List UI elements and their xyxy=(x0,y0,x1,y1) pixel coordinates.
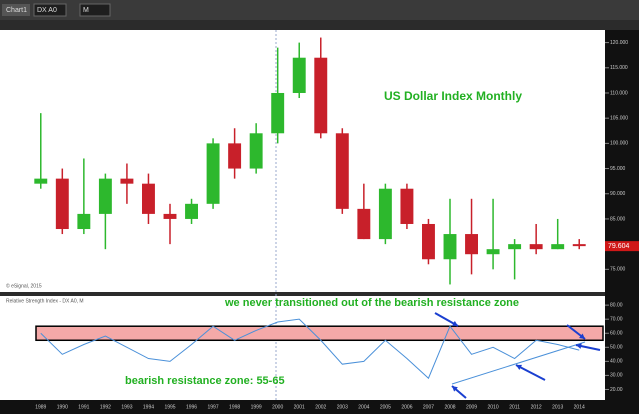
x-tick-label: 1997 xyxy=(208,404,219,410)
x-tick-label: 1991 xyxy=(78,404,89,410)
x-tick-label: 2003 xyxy=(337,404,348,410)
candle-body xyxy=(120,178,134,184)
candle-body xyxy=(77,213,91,230)
x-tick-label: 1989 xyxy=(35,404,46,410)
price-axis xyxy=(605,30,639,400)
window-name: Chart1 xyxy=(6,7,27,14)
x-tick-label: 2007 xyxy=(423,404,434,410)
candle-body xyxy=(335,133,349,209)
y-tick-label: 70.00 xyxy=(610,317,623,323)
resistance-band xyxy=(35,325,604,342)
y-tick-label: 110.000 xyxy=(610,90,628,96)
x-tick-label: 2000 xyxy=(272,404,283,410)
chart-title: US Dollar Index Monthly xyxy=(384,89,522,103)
arrow-head xyxy=(576,343,582,349)
interval-box[interactable] xyxy=(79,3,111,17)
x-tick-label: 2002 xyxy=(315,404,326,410)
x-tick-label: 2014 xyxy=(574,404,585,410)
candle-body xyxy=(357,208,371,240)
x-tick-label: 2005 xyxy=(380,404,391,410)
x-tick-label: 2012 xyxy=(531,404,542,410)
arrow-head xyxy=(516,364,522,370)
trend-line xyxy=(451,341,586,385)
annotation: bearish resistance zone: 55-65 xyxy=(125,375,285,387)
y-tick-label: 20.00 xyxy=(610,387,623,393)
x-tick-label: 1990 xyxy=(57,404,68,410)
candle-body xyxy=(378,188,392,240)
x-tick-label: 1995 xyxy=(164,404,175,410)
rsi-line xyxy=(40,318,580,380)
y-tick-label: 95.000 xyxy=(610,166,626,172)
x-tick-label: 1993 xyxy=(121,404,132,410)
credit: © eSignal, 2015 xyxy=(6,282,42,289)
arrow-head xyxy=(452,386,458,392)
y-tick-label: 30.00 xyxy=(610,373,623,379)
candle-body xyxy=(529,244,543,250)
candle-body xyxy=(486,249,500,255)
y-tick-label: 100.000 xyxy=(610,141,628,147)
candle-body xyxy=(185,203,198,219)
y-tick-label: 90.000 xyxy=(610,191,626,197)
y-tick-label: 115.000 xyxy=(610,65,628,71)
interval: M xyxy=(83,7,89,14)
x-tick-label: 2006 xyxy=(401,404,412,410)
x-tick-label: 2010 xyxy=(488,404,499,410)
candle-body xyxy=(163,213,177,219)
candle-body xyxy=(422,223,435,260)
x-tick-label: 2008 xyxy=(444,404,455,410)
x-tick-label: 1992 xyxy=(100,404,111,410)
y-tick-label: 105.000 xyxy=(610,116,628,122)
candle-body xyxy=(206,143,220,204)
candle-body xyxy=(34,178,48,184)
y-tick-label: 85.000 xyxy=(610,216,626,222)
time-axis xyxy=(0,400,639,414)
x-tick-label: 1996 xyxy=(186,404,197,410)
candle-body xyxy=(98,178,112,214)
candle-body xyxy=(271,92,285,134)
candle-body xyxy=(508,244,522,250)
y-tick-label: 60.00 xyxy=(610,331,623,337)
candle-body xyxy=(572,244,586,247)
arrow-head xyxy=(452,320,458,326)
candle-body xyxy=(443,234,457,260)
y-tick-label: 50.00 xyxy=(610,345,623,351)
x-tick-label: 1998 xyxy=(229,404,240,410)
arrow xyxy=(515,364,546,381)
candle-body xyxy=(142,183,155,214)
symbol: DX A0 xyxy=(37,7,57,14)
candle-body xyxy=(314,57,328,134)
rsi-pane xyxy=(0,296,605,400)
last-price: 79.604 xyxy=(608,243,630,250)
last-price-box xyxy=(605,241,639,252)
candle-body xyxy=(249,133,263,169)
candle-body xyxy=(465,234,478,255)
y-tick-label: 40.00 xyxy=(610,359,623,365)
x-tick-label: 1994 xyxy=(143,404,154,410)
x-tick-label: 2009 xyxy=(466,404,477,410)
y-tick-label: 80.00 xyxy=(610,302,623,308)
annotation: we never transitioned out of the bearish… xyxy=(224,297,519,309)
x-tick-label: 2001 xyxy=(294,404,305,410)
candle-body xyxy=(228,143,242,169)
y-tick-label: 75.000 xyxy=(610,267,626,273)
arrow-head xyxy=(579,333,585,339)
candle-body xyxy=(292,57,306,93)
rsi-title: Relative Strength Index - DX A0, M xyxy=(6,298,84,304)
x-tick-label: 2011 xyxy=(509,404,520,410)
x-tick-label: 2004 xyxy=(358,404,369,410)
window-tab[interactable] xyxy=(2,4,30,16)
symbol-box[interactable] xyxy=(33,3,67,17)
toolbar xyxy=(0,0,639,20)
candle-body xyxy=(55,178,69,230)
x-tick-label: 1999 xyxy=(251,404,262,410)
x-tick-label: 2013 xyxy=(552,404,563,410)
y-tick-label: 120.000 xyxy=(610,40,628,46)
candle-body xyxy=(551,244,565,250)
candle-body xyxy=(400,188,414,224)
